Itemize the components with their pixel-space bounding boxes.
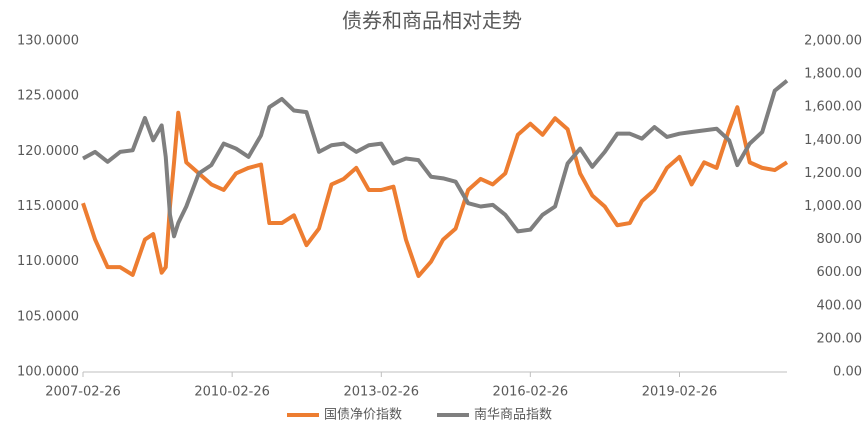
y-tick-label: 125.0000 — [17, 89, 79, 104]
chart-title: 债券和商品相对走势 — [342, 9, 522, 33]
y-tick-label: 115.0000 — [17, 199, 79, 214]
series-line — [82, 79, 789, 239]
y2-tick-label: 0.00 — [833, 365, 862, 380]
x-tick-label: 2010-02-26 — [194, 385, 270, 400]
x-tick-label: 2007-02-26 — [45, 385, 121, 400]
x-tick-label: 2016-02-26 — [493, 385, 569, 400]
y2-tick-label: 200.00 — [817, 331, 863, 346]
y-tick-label: 130.0000 — [17, 34, 79, 49]
y2-tick-label: 1,200.00 — [804, 166, 862, 181]
y2-tick-label: 1,800.00 — [804, 67, 862, 82]
legend-label: 南华商品指数 — [474, 407, 552, 423]
y2-tick-label: 400.00 — [817, 298, 863, 313]
y-tick-label: 100.0000 — [17, 365, 79, 380]
y-tick-label: 110.0000 — [17, 254, 79, 269]
y2-tick-label: 1,400.00 — [804, 133, 862, 148]
y2-tick-label: 1,000.00 — [804, 199, 862, 214]
x-tick-label: 2013-02-26 — [344, 385, 420, 400]
y2-tick-label: 1,600.00 — [804, 100, 862, 115]
x-tick-label: 2019-02-26 — [642, 385, 718, 400]
legend-label: 国债净价指数 — [324, 408, 402, 423]
y-tick-label: 105.0000 — [17, 309, 79, 324]
y2-tick-label: 2,000.00 — [804, 34, 862, 49]
y2-tick-label: 600.00 — [817, 265, 863, 280]
y-tick-label: 120.0000 — [17, 144, 79, 159]
y2-tick-label: 800.00 — [817, 232, 863, 247]
series-line — [81, 105, 789, 279]
